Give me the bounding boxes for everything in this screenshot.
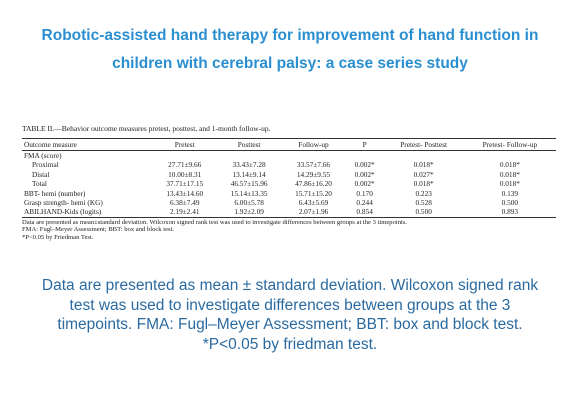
cell: 0.002* xyxy=(354,169,375,179)
cell: 15.14±13.35 xyxy=(230,188,268,198)
cell: 0.018* xyxy=(499,169,520,179)
table: Outcome measure Pretest Posttest Follow-up P… xyxy=(22,138,556,218)
column-header: Posttest xyxy=(216,138,282,151)
table-row: FMA (score) xyxy=(22,151,556,161)
cell: 0.018* xyxy=(413,179,434,189)
footnote: *P<0.05 by Friedman Test. xyxy=(22,234,94,242)
cell: 33.57±7.66 xyxy=(296,160,331,170)
table-row: BBT- hemi (number) 13.43±14.60 15.14±13.35… xyxy=(22,189,556,198)
cell: 0.854 xyxy=(345,207,384,218)
cell: 33.43±7.28 xyxy=(232,160,266,170)
row-label: Grasp strength- hemi (KG) xyxy=(24,198,103,208)
cell: 27.71±9.66 xyxy=(168,160,202,170)
cell: 0.027* xyxy=(413,169,434,179)
cell: 0.002* xyxy=(354,160,375,170)
table-row: Distal 10.00±8.31 13.14±9.14 14.29±9.55 0.00… xyxy=(22,170,556,179)
footnote: FMA: Fugl–Meyer Assessment; BBT: box and… xyxy=(22,226,175,234)
title: Robotic-assisted hand therapy for improv… xyxy=(41,27,539,72)
caption-line: *P<0.05 by friedman test. xyxy=(202,335,378,353)
cell: 0.170 xyxy=(356,188,373,198)
cell: 2.19±2.41 xyxy=(152,207,217,218)
table-head: Outcome measure Pretest Posttest Follow-up P… xyxy=(22,138,556,151)
cell: 15.71±15.20 xyxy=(295,188,332,198)
cell: 0.018* xyxy=(499,160,520,170)
caption: Data are presented as mean ± standard de… xyxy=(30,276,550,354)
column-header: P xyxy=(345,138,384,151)
cell: 13.14±9.14 xyxy=(232,169,266,179)
column-header: Pretest xyxy=(152,138,217,151)
cell: 13.43±14.60 xyxy=(166,188,204,198)
cell: 6.00±5.78 xyxy=(234,198,264,208)
cell: 6.38±7.49 xyxy=(169,198,200,208)
cell: 0.223 xyxy=(415,188,432,198)
table-row: ABILHAND-Kids (logits) 2.19±2.41 1.92±2.09… xyxy=(22,207,556,218)
cell: 0.528 xyxy=(415,198,432,208)
column-header: Pretest- Posttest xyxy=(383,138,464,151)
row-label: Total xyxy=(32,179,47,189)
caption-line: Data are presented as mean ± standard de… xyxy=(41,277,539,333)
cell: 0.893 xyxy=(463,207,556,218)
column-header: Outcome measure xyxy=(22,138,153,151)
table-caption: TABLE II.—Behavior outcome measures pret… xyxy=(22,124,271,133)
column-header: Follow-up xyxy=(281,138,346,151)
cell: 10.00±8.31 xyxy=(168,169,202,179)
cell: 0.018* xyxy=(413,160,434,170)
row-label: Proximal xyxy=(32,160,59,170)
cell: 1.92±2.09 xyxy=(216,207,282,218)
row-label: ABILHAND-Kids (logits) xyxy=(22,207,153,218)
cell: 0.500 xyxy=(383,207,464,218)
footnotes: Data are presented as mean±standard devi… xyxy=(22,219,556,242)
table-row: Grasp strength- hemi (KG) 6.38±7.49 6.00±5… xyxy=(22,198,556,207)
table-body: FMA (score) Proximal 27.71±9.66 33.43±7.28 3… xyxy=(22,151,556,218)
cell: 47.86±16.20 xyxy=(295,179,332,189)
header-row: Outcome measure Pretest Posttest Follow-up P… xyxy=(22,138,556,151)
cell: 0.139 xyxy=(501,188,519,198)
footnote: Data are presented as mean±standard devi… xyxy=(22,218,408,226)
cell: 46.57±15.96 xyxy=(230,179,268,189)
row-label: Distal xyxy=(32,169,50,179)
table-figure: TABLE II.—Behavior outcome measures pret… xyxy=(22,124,556,242)
cell: 37.71±17.15 xyxy=(166,179,204,189)
cell: 0.500 xyxy=(501,198,519,208)
cell: 6.43±5.69 xyxy=(298,198,329,208)
row-label: FMA (score) xyxy=(24,151,62,160)
cell: 0.244 xyxy=(356,198,373,208)
table-row: Total 37.71±17.15 46.57±15.96 47.86±16.20 0.… xyxy=(22,179,556,188)
table-row: Proximal 27.71±9.66 33.43±7.28 33.57±7.66 0.… xyxy=(22,160,556,169)
cell: 2.07±1.96 xyxy=(281,207,346,218)
cell: 0.002* xyxy=(354,179,375,189)
row-label: BBT- hemi (number) xyxy=(24,188,86,198)
column-header: Pretest- Follow-up xyxy=(463,138,556,151)
cell: 14.29±9.55 xyxy=(296,169,331,179)
cell: 0.018* xyxy=(499,179,520,189)
